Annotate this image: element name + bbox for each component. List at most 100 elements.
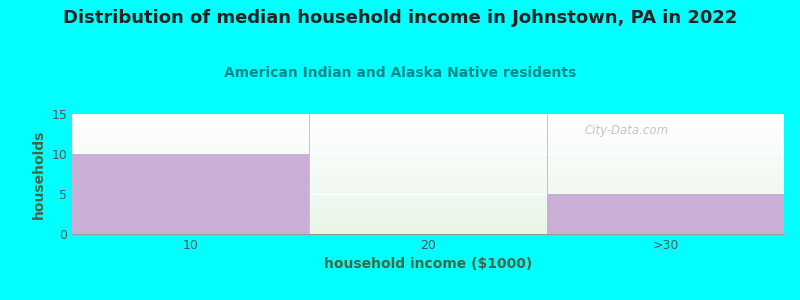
Bar [72,181,784,182]
Bar [72,224,784,225]
Bar [72,167,784,168]
Bar [72,195,784,196]
Bar [72,120,784,121]
Bar [72,130,784,131]
Bar [72,128,784,129]
Bar [72,134,784,135]
Bar [72,173,784,174]
Bar [72,165,784,166]
Bar [72,216,784,217]
Bar [72,139,784,140]
Text: Distribution of median household income in Johnstown, PA in 2022: Distribution of median household income … [63,9,737,27]
Bar [72,131,784,132]
X-axis label: household income ($1000): household income ($1000) [324,257,532,272]
Bar [72,124,784,125]
Bar [72,196,784,197]
Bar [72,159,784,160]
Bar [72,187,784,188]
Bar [72,229,784,230]
Bar [72,144,784,145]
Bar [72,172,784,173]
Bar [72,169,784,170]
Bar [72,121,784,122]
Bar [72,210,784,211]
Bar [72,203,784,204]
Bar [72,123,784,124]
Bar [72,116,784,117]
Bar [72,155,784,156]
Bar [72,141,784,142]
Bar [72,211,784,212]
Bar [72,137,784,138]
Bar [72,228,784,229]
Bar [72,135,784,136]
Text: American Indian and Alaska Native residents: American Indian and Alaska Native reside… [224,66,576,80]
Bar [72,189,784,190]
Bar [72,126,784,127]
Bar [72,200,784,201]
Bar [72,150,784,151]
Bar [72,215,784,216]
Bar [72,149,784,150]
Bar [72,188,784,189]
Bar [72,160,784,161]
Bar [72,204,784,205]
Bar [72,184,784,185]
Bar [72,115,784,116]
Bar [72,171,784,172]
Bar [72,157,784,158]
Bar [72,174,784,175]
Bar [72,207,784,208]
Bar [72,162,784,163]
Bar [72,212,784,213]
Bar [72,151,784,152]
Bar [72,114,784,115]
Bar [72,122,784,123]
Bar [72,164,784,165]
Bar [72,147,784,148]
Y-axis label: households: households [32,129,46,219]
Bar [72,185,784,186]
Bar [72,182,784,183]
Bar [72,233,784,234]
Text: City-Data.com: City-Data.com [585,124,669,136]
Bar [72,146,784,147]
Bar [72,225,784,226]
Bar [72,197,784,198]
Bar [72,201,784,202]
Bar [72,180,784,181]
Bar [72,230,784,231]
Bar [72,152,784,153]
Bar [72,220,784,221]
Bar [72,193,784,194]
Bar [72,168,784,169]
Bar [72,202,784,203]
Bar [72,161,784,162]
Bar [72,205,784,206]
Bar [72,221,784,222]
Bar [72,232,784,233]
Bar [72,223,784,224]
Bar [72,194,784,195]
Bar [72,199,784,200]
Bar [72,218,784,219]
Bar [72,132,784,133]
Bar [72,148,784,149]
Bar [72,175,784,176]
Bar [546,194,784,234]
Bar [72,219,784,220]
Bar [72,119,784,120]
Bar [72,118,784,119]
Bar [72,166,784,167]
Bar [72,191,784,192]
Bar [72,213,784,214]
Bar [72,170,784,171]
Bar [72,154,784,155]
Bar [72,177,784,178]
Bar [72,133,784,134]
Bar [72,190,784,191]
Bar [72,142,784,143]
Bar [72,198,784,199]
Bar [72,145,784,146]
Bar [72,179,784,180]
